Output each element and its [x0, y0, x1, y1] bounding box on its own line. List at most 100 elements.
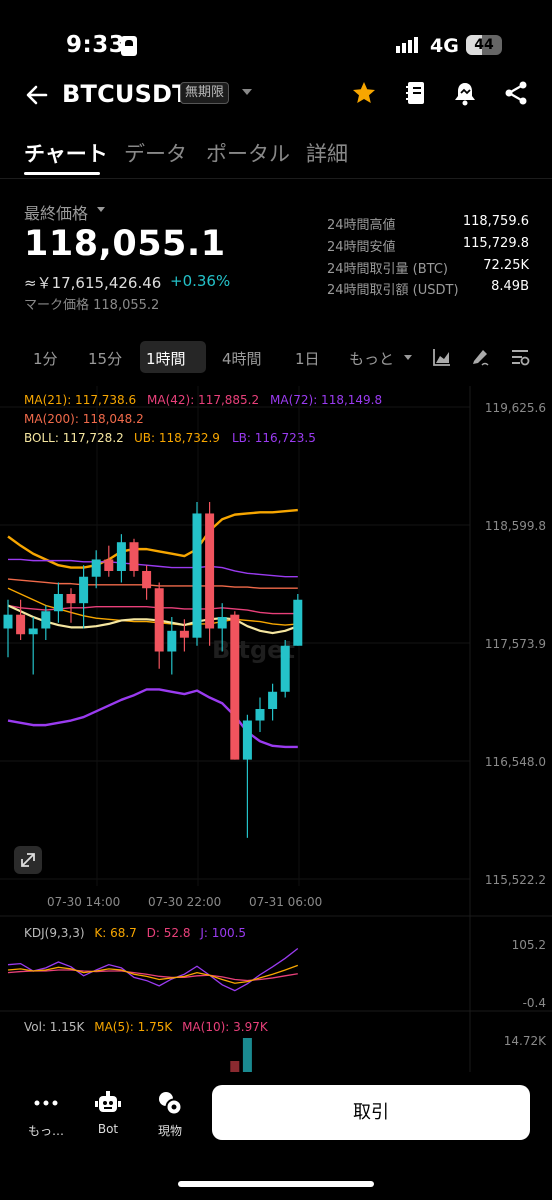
notebook-icon[interactable]: [403, 80, 429, 106]
candlestick-chart[interactable]: Bitget: [0, 386, 552, 1076]
price-axis-label: 118,599.8: [484, 519, 546, 533]
candle-body: [16, 614, 26, 635]
star-icon[interactable]: [351, 80, 377, 106]
caret-down-icon[interactable]: [404, 355, 412, 360]
more-label: もっ…: [27, 1124, 64, 1138]
ma200-line: [7, 578, 298, 589]
time-axis-label: 07-30 22:00: [148, 895, 222, 909]
trade-button[interactable]: 取引: [212, 1085, 530, 1140]
draw-tool-icon[interactable]: [470, 347, 490, 367]
boll-ub-legend: UB: 118,732.9: [134, 431, 220, 445]
candle-body: [293, 599, 303, 646]
interval-active-background: [140, 341, 206, 373]
candle-body: [154, 588, 164, 652]
time-axis-label: 07-31 06:00: [249, 895, 323, 909]
candle-body: [255, 709, 265, 721]
kdj-axis-label: -0.4: [522, 996, 546, 1010]
home-indicator: [178, 1181, 374, 1187]
ma72-line: [8, 558, 298, 578]
price-axis-label: 119,625.6: [484, 401, 546, 415]
bell-icon[interactable]: [452, 80, 478, 106]
ma42-legend: MA(42): 117,885.2: [147, 393, 260, 407]
interval-15m[interactable]: 15分: [88, 350, 123, 368]
candle-body: [192, 513, 202, 638]
candle-body: [66, 593, 76, 604]
volume-bar: [230, 1061, 240, 1073]
tab-data[interactable]: データ: [124, 142, 187, 166]
candle-body: [230, 614, 240, 760]
mark-price: マーク価格 118,055.2: [24, 298, 160, 313]
indicator-settings-icon[interactable]: [510, 347, 530, 367]
candle-body: [41, 611, 51, 629]
candle-body: [129, 542, 139, 571]
area-chart-icon[interactable]: [432, 347, 452, 367]
network-type: 4G: [430, 35, 459, 57]
interval-1h[interactable]: 1時間: [146, 350, 186, 368]
stat-label-24h-low: 24時間安値: [327, 240, 396, 255]
ma21-legend: MA(21): 117,738.6: [24, 393, 137, 407]
back-arrow-icon[interactable]: [24, 82, 50, 108]
price-axis-label: 116,548.0: [484, 755, 546, 769]
ma72-legend: MA(72): 118,149.8: [270, 393, 383, 407]
divider: [0, 178, 552, 179]
stat-value-24h-volume: 72.25K: [483, 258, 529, 273]
candle-body: [142, 570, 152, 589]
interval-1d[interactable]: 1日: [295, 350, 320, 368]
time-axis-label: 07-30 14:00: [47, 895, 121, 909]
candle-body: [167, 630, 177, 652]
candle-body: [28, 628, 38, 635]
kdj-j-value: J: 100.5: [200, 926, 247, 940]
kdj-j-line: [7, 947, 299, 992]
chevron-down-icon[interactable]: [242, 89, 252, 95]
price-change-percent: +0.36%: [170, 272, 231, 290]
interval-more[interactable]: もっと: [349, 350, 395, 368]
expand-icon[interactable]: [14, 846, 42, 874]
candle-body: [79, 576, 89, 604]
candle-body: [179, 630, 189, 638]
price-axis-label: 117,573.9: [484, 637, 546, 651]
volume-legend: Vol: 1.15K MA(5): 1.75K MA(10): 3.97K: [24, 1020, 268, 1034]
more-button[interactable]: もっ…: [16, 1090, 76, 1139]
interval-4h[interactable]: 4時間: [222, 350, 262, 368]
volume-ma5: MA(5): 1.75K: [94, 1020, 173, 1034]
battery-level: 44: [474, 37, 494, 53]
ma200-legend: MA(200): 118,048.2: [24, 412, 144, 426]
interval-1m[interactable]: 1分: [33, 350, 58, 368]
volume-axis-label: 14.72K: [503, 1034, 546, 1048]
candle-body: [268, 691, 278, 710]
spot-button[interactable]: 現物: [140, 1090, 200, 1139]
kdj-k-value: K: 68.7: [94, 926, 137, 940]
volume-bar: [242, 1038, 252, 1073]
last-price: 118,055.1: [24, 224, 226, 264]
bot-label: Bot: [97, 1122, 119, 1136]
candle-body: [205, 513, 215, 629]
candle-body: [116, 542, 126, 571]
tab-details[interactable]: 詳細: [306, 142, 348, 166]
kdj-k-line: [7, 964, 299, 984]
stat-value-24h-high: 118,759.6: [462, 214, 529, 229]
boll-legend: BOLL: 117,728.2: [24, 431, 124, 445]
id-card-icon: [121, 36, 137, 56]
kdj-legend: KDJ(9,3,3) K: 68.7 D: 52.8 J: 100.5: [24, 926, 246, 940]
bot-button[interactable]: Bot: [78, 1090, 138, 1136]
spot-label: 現物: [157, 1124, 182, 1138]
bot-icon: [78, 1090, 138, 1116]
battery-fill: [466, 35, 482, 55]
spot-coins-icon: [140, 1090, 200, 1116]
candle-body: [280, 645, 290, 692]
tab-portal[interactable]: ポータル: [206, 142, 290, 166]
stat-value-24h-low: 115,729.8: [462, 236, 529, 251]
caret-down-icon[interactable]: [97, 207, 105, 212]
share-icon[interactable]: [503, 80, 529, 106]
price-axis-label: 115,522.2: [484, 873, 546, 887]
candle-body: [104, 559, 114, 571]
pair-title[interactable]: BTCUSDT: [62, 80, 189, 108]
price-type-label[interactable]: 最終価格: [24, 204, 89, 223]
volume-value: Vol: 1.15K: [24, 1020, 85, 1034]
contract-type-badge: 無期限: [180, 82, 230, 104]
candle-body: [217, 616, 227, 629]
battery-icon: 44: [466, 35, 502, 55]
tab-chart[interactable]: チャート: [24, 142, 108, 166]
fiat-price: ≈￥17,615,426.46: [24, 274, 162, 292]
boll-mid-line: [7, 604, 299, 635]
